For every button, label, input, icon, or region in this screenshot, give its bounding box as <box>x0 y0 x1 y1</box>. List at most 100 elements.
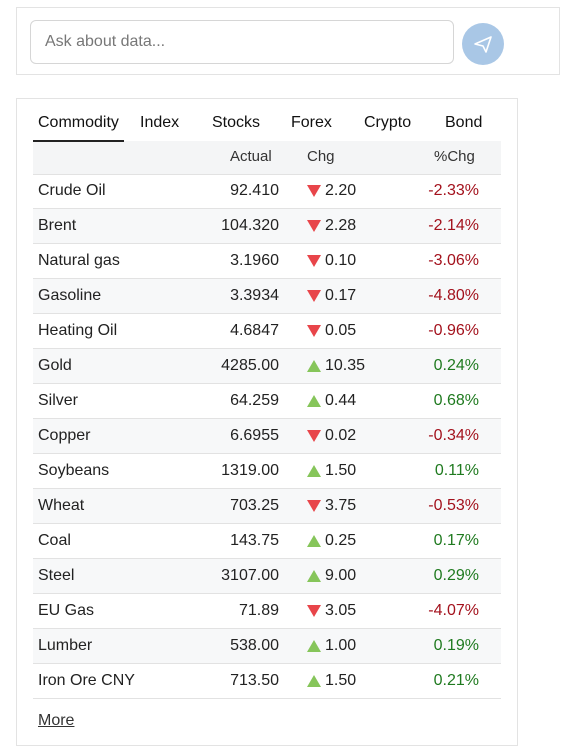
change-value: 0.05 <box>325 322 357 339</box>
up-arrow <box>307 395 321 407</box>
percent-change: 0.19% <box>433 637 479 654</box>
send-icon <box>474 36 492 53</box>
up-arrow <box>307 535 321 547</box>
actual-value: 92.410 <box>230 182 279 199</box>
tab[interactable]: Forex <box>291 114 332 131</box>
actual-value: 4.6847 <box>230 322 279 339</box>
commodity-name: Gasoline <box>38 287 102 304</box>
table-row <box>33 664 501 699</box>
search-box <box>16 7 560 75</box>
down-arrow <box>307 605 321 617</box>
search-input[interactable]: Ask about data... <box>30 20 454 64</box>
actual-value: 3.3934 <box>230 287 279 304</box>
up-arrow <box>307 675 321 687</box>
change-value: 0.25 <box>325 532 357 549</box>
table-header <box>33 141 501 175</box>
actual-value: 3107.00 <box>221 567 279 584</box>
change-value: 3.75 <box>325 497 357 514</box>
table-row <box>33 209 501 244</box>
table-row <box>33 524 501 559</box>
actual-value: 6.6955 <box>230 427 279 444</box>
commodity-name: Lumber <box>38 637 93 654</box>
percent-change: -0.96% <box>428 322 479 339</box>
table-row <box>33 629 501 664</box>
percent-change: -3.06% <box>428 252 479 269</box>
commodity-name: Coal <box>38 532 71 549</box>
percent-change: -0.53% <box>428 497 479 514</box>
change-value: 2.28 <box>325 217 357 234</box>
tab[interactable]: Crypto <box>364 114 412 131</box>
table-row <box>33 279 501 314</box>
table-row <box>33 419 501 454</box>
actual-value: 4285.00 <box>221 357 279 374</box>
percent-change: -0.34% <box>428 427 479 444</box>
up-arrow <box>307 360 321 372</box>
send-button[interactable] <box>462 23 504 65</box>
commodity-name: Gold <box>38 357 72 374</box>
change-value: 10.35 <box>325 357 366 374</box>
table-row <box>33 454 501 489</box>
table-row <box>33 384 501 419</box>
actual-value: 703.25 <box>230 497 279 514</box>
actual-value: 143.75 <box>230 532 279 549</box>
more-link[interactable]: More <box>38 712 75 729</box>
commodity-name: Copper <box>38 427 91 444</box>
commodity-name: Steel <box>38 567 75 584</box>
tab[interactable]: Bond <box>445 114 483 131</box>
table-row <box>33 349 501 384</box>
column-header: Chg <box>307 148 335 165</box>
actual-value: 64.259 <box>230 392 279 409</box>
actual-value: 104.320 <box>221 217 279 234</box>
change-value: 2.20 <box>325 182 357 199</box>
percent-change: 0.11% <box>434 462 479 479</box>
change-value: 9.00 <box>325 567 357 584</box>
actual-value: 713.50 <box>230 672 279 689</box>
column-header: Actual <box>230 148 272 165</box>
down-arrow <box>307 500 321 512</box>
commodity-name: Silver <box>38 392 79 409</box>
commodity-name: Soybeans <box>38 462 110 479</box>
commodity-name: Iron Ore CNY <box>38 672 135 689</box>
down-arrow <box>307 325 321 337</box>
up-arrow <box>307 465 321 477</box>
change-value: 1.50 <box>325 672 357 689</box>
actual-value: 1319.00 <box>221 462 279 479</box>
commodity-name: Wheat <box>38 497 85 514</box>
percent-change: 0.17% <box>433 532 479 549</box>
percent-change: 0.29% <box>433 567 479 584</box>
percent-change: 0.24% <box>433 357 479 374</box>
commodity-name: Natural gas <box>38 252 120 269</box>
percent-change: -4.80% <box>428 287 479 304</box>
table-row <box>33 559 501 594</box>
percent-change: 0.21% <box>433 672 479 689</box>
tab[interactable]: Stocks <box>212 114 261 131</box>
change-value: 3.05 <box>325 602 357 619</box>
column-header: %Chg <box>434 148 475 165</box>
change-value: 0.10 <box>325 252 357 269</box>
up-arrow <box>307 570 321 582</box>
percent-change: -2.14% <box>428 217 479 234</box>
actual-value: 3.1960 <box>230 252 279 269</box>
commodity-name: Brent <box>38 217 77 234</box>
change-value: 1.50 <box>325 462 357 479</box>
commodity-name: EU Gas <box>38 602 95 619</box>
table-row <box>33 174 501 209</box>
tab[interactable]: Index <box>140 114 180 131</box>
market-panel <box>16 98 518 746</box>
percent-change: -2.33% <box>428 182 479 199</box>
down-arrow <box>307 430 321 442</box>
change-value: 0.44 <box>325 392 357 409</box>
up-arrow <box>307 640 321 652</box>
table-row <box>33 314 501 349</box>
down-arrow <box>307 290 321 302</box>
commodity-name: Heating Oil <box>38 322 118 339</box>
down-arrow <box>307 220 321 232</box>
actual-value: 71.89 <box>238 602 279 619</box>
percent-change: -4.07% <box>428 602 479 619</box>
change-value: 0.17 <box>325 287 357 304</box>
change-value: 0.02 <box>325 427 357 444</box>
table-row <box>33 244 501 279</box>
table-row <box>33 489 501 524</box>
tab[interactable]: Commodity <box>33 112 124 142</box>
